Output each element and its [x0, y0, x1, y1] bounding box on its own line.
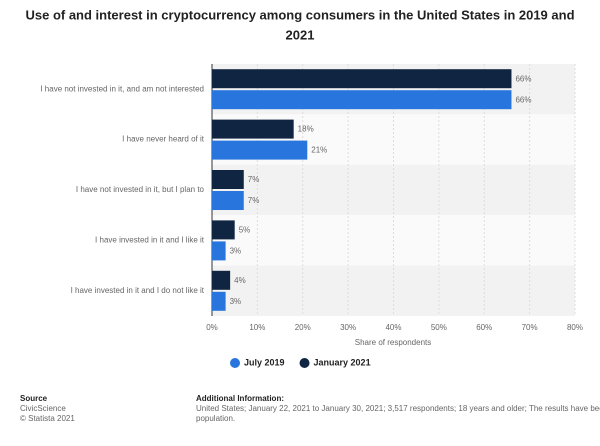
- value-label: 21%: [311, 146, 327, 155]
- copyright: © Statista 2021: [20, 414, 75, 423]
- chart-title: 2021: [286, 27, 315, 42]
- source-title: Source: [20, 394, 48, 403]
- bar: [212, 119, 294, 139]
- x-axis-label: Share of respondents: [355, 338, 432, 347]
- backgrounds: [212, 64, 575, 316]
- x-tick-label: 20%: [295, 323, 311, 332]
- x-tick-label: 70%: [522, 323, 538, 332]
- bar: [212, 191, 244, 210]
- y-tick-label: I have invested in it and I like it: [95, 236, 205, 245]
- info-title: Additional Information:: [196, 394, 284, 403]
- value-label: 5%: [239, 226, 251, 235]
- legend-label: July 2019: [244, 357, 285, 367]
- legend-marker: [299, 358, 310, 368]
- legend-label: January 2021: [314, 357, 371, 367]
- chart-title: Use of and interest in cryptocurrency am…: [25, 7, 574, 22]
- x-tick-label: 80%: [567, 323, 583, 332]
- bar: [212, 220, 235, 240]
- value-label: 66%: [515, 95, 531, 104]
- legend-marker: [230, 358, 240, 368]
- y-tick-label: I have never heard of it: [122, 135, 205, 144]
- info-text: population.: [196, 414, 235, 423]
- value-label: 3%: [230, 247, 242, 256]
- x-tick-label: 40%: [385, 323, 401, 332]
- bar: [212, 270, 231, 290]
- x-tick-label: 60%: [476, 323, 492, 332]
- bar: [212, 69, 512, 89]
- bar: [212, 241, 226, 261]
- value-label: 18%: [298, 125, 314, 134]
- y-tick-label: I have not invested in it, but I plan to: [76, 185, 205, 194]
- y-tick-label: I have not invested in it, and am not in…: [40, 84, 204, 93]
- x-tick-label: 0%: [206, 323, 218, 332]
- source: CivicScience: [20, 404, 66, 413]
- x-tick-label: 30%: [340, 323, 356, 332]
- value-label: 4%: [234, 276, 246, 285]
- value-label: 7%: [248, 175, 260, 184]
- x-tick-label: 50%: [431, 323, 447, 332]
- bar: [212, 170, 244, 189]
- bar: [212, 140, 308, 160]
- bar: [212, 291, 226, 311]
- x-tick-label: 10%: [249, 323, 265, 332]
- value-label: 66%: [515, 74, 531, 83]
- info-text: United States; January 22, 2021 to Janua…: [196, 404, 600, 413]
- value-label: 3%: [230, 297, 242, 306]
- bar: [212, 90, 512, 110]
- y-tick-label: I have invested in it and I do not like …: [71, 286, 205, 295]
- value-label: 7%: [248, 196, 260, 205]
